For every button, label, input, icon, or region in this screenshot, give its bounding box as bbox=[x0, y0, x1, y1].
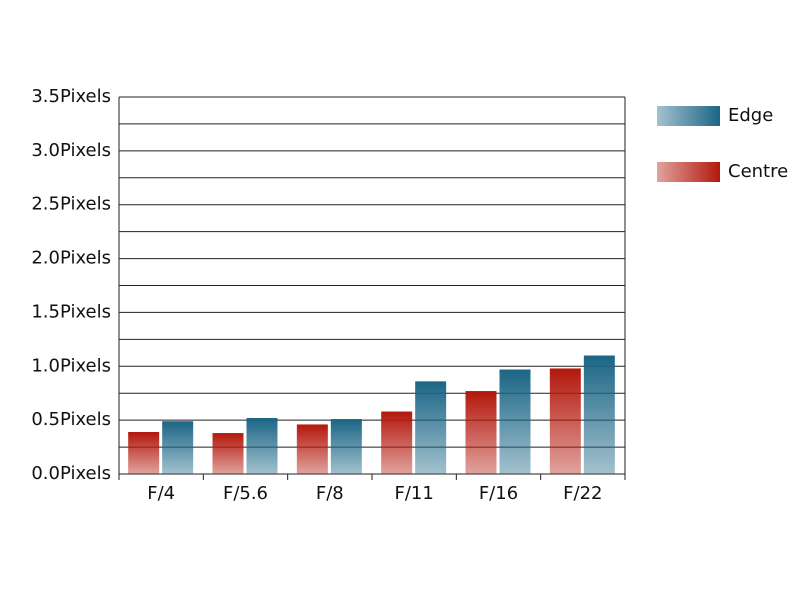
bar bbox=[465, 391, 497, 474]
x-tick-label: F/4 bbox=[147, 483, 175, 504]
y-tick-label: 2.0Pixels bbox=[31, 248, 111, 269]
legend-swatch bbox=[657, 162, 720, 182]
y-tick-label: 1.5Pixels bbox=[31, 301, 111, 322]
x-tick-label: F/22 bbox=[563, 483, 602, 504]
bar bbox=[212, 433, 244, 474]
legend-label: Edge bbox=[728, 105, 773, 126]
y-tick-label: 0.0Pixels bbox=[31, 463, 111, 484]
bar bbox=[128, 431, 160, 474]
bar bbox=[296, 424, 328, 474]
bar bbox=[330, 419, 362, 474]
x-tick-label: F/16 bbox=[479, 483, 518, 504]
bar bbox=[549, 368, 581, 474]
y-tick-label: 2.5Pixels bbox=[31, 194, 111, 215]
y-tick-label: 1.0Pixels bbox=[31, 355, 111, 376]
x-tick-label: F/8 bbox=[316, 483, 344, 504]
legend-label: Centre bbox=[728, 161, 788, 182]
legend-swatch bbox=[657, 106, 720, 126]
y-tick-label: 0.5Pixels bbox=[31, 409, 111, 430]
bar bbox=[415, 381, 447, 474]
y-tick-label: 3.0Pixels bbox=[31, 140, 111, 161]
y-tick-label: 3.5Pixels bbox=[31, 86, 111, 107]
bar bbox=[499, 369, 531, 474]
bar bbox=[246, 417, 278, 474]
x-tick-label: F/5.6 bbox=[223, 483, 268, 504]
x-tick-label: F/11 bbox=[395, 483, 434, 504]
bar bbox=[381, 411, 413, 474]
bar bbox=[162, 421, 194, 474]
bar bbox=[583, 355, 615, 474]
